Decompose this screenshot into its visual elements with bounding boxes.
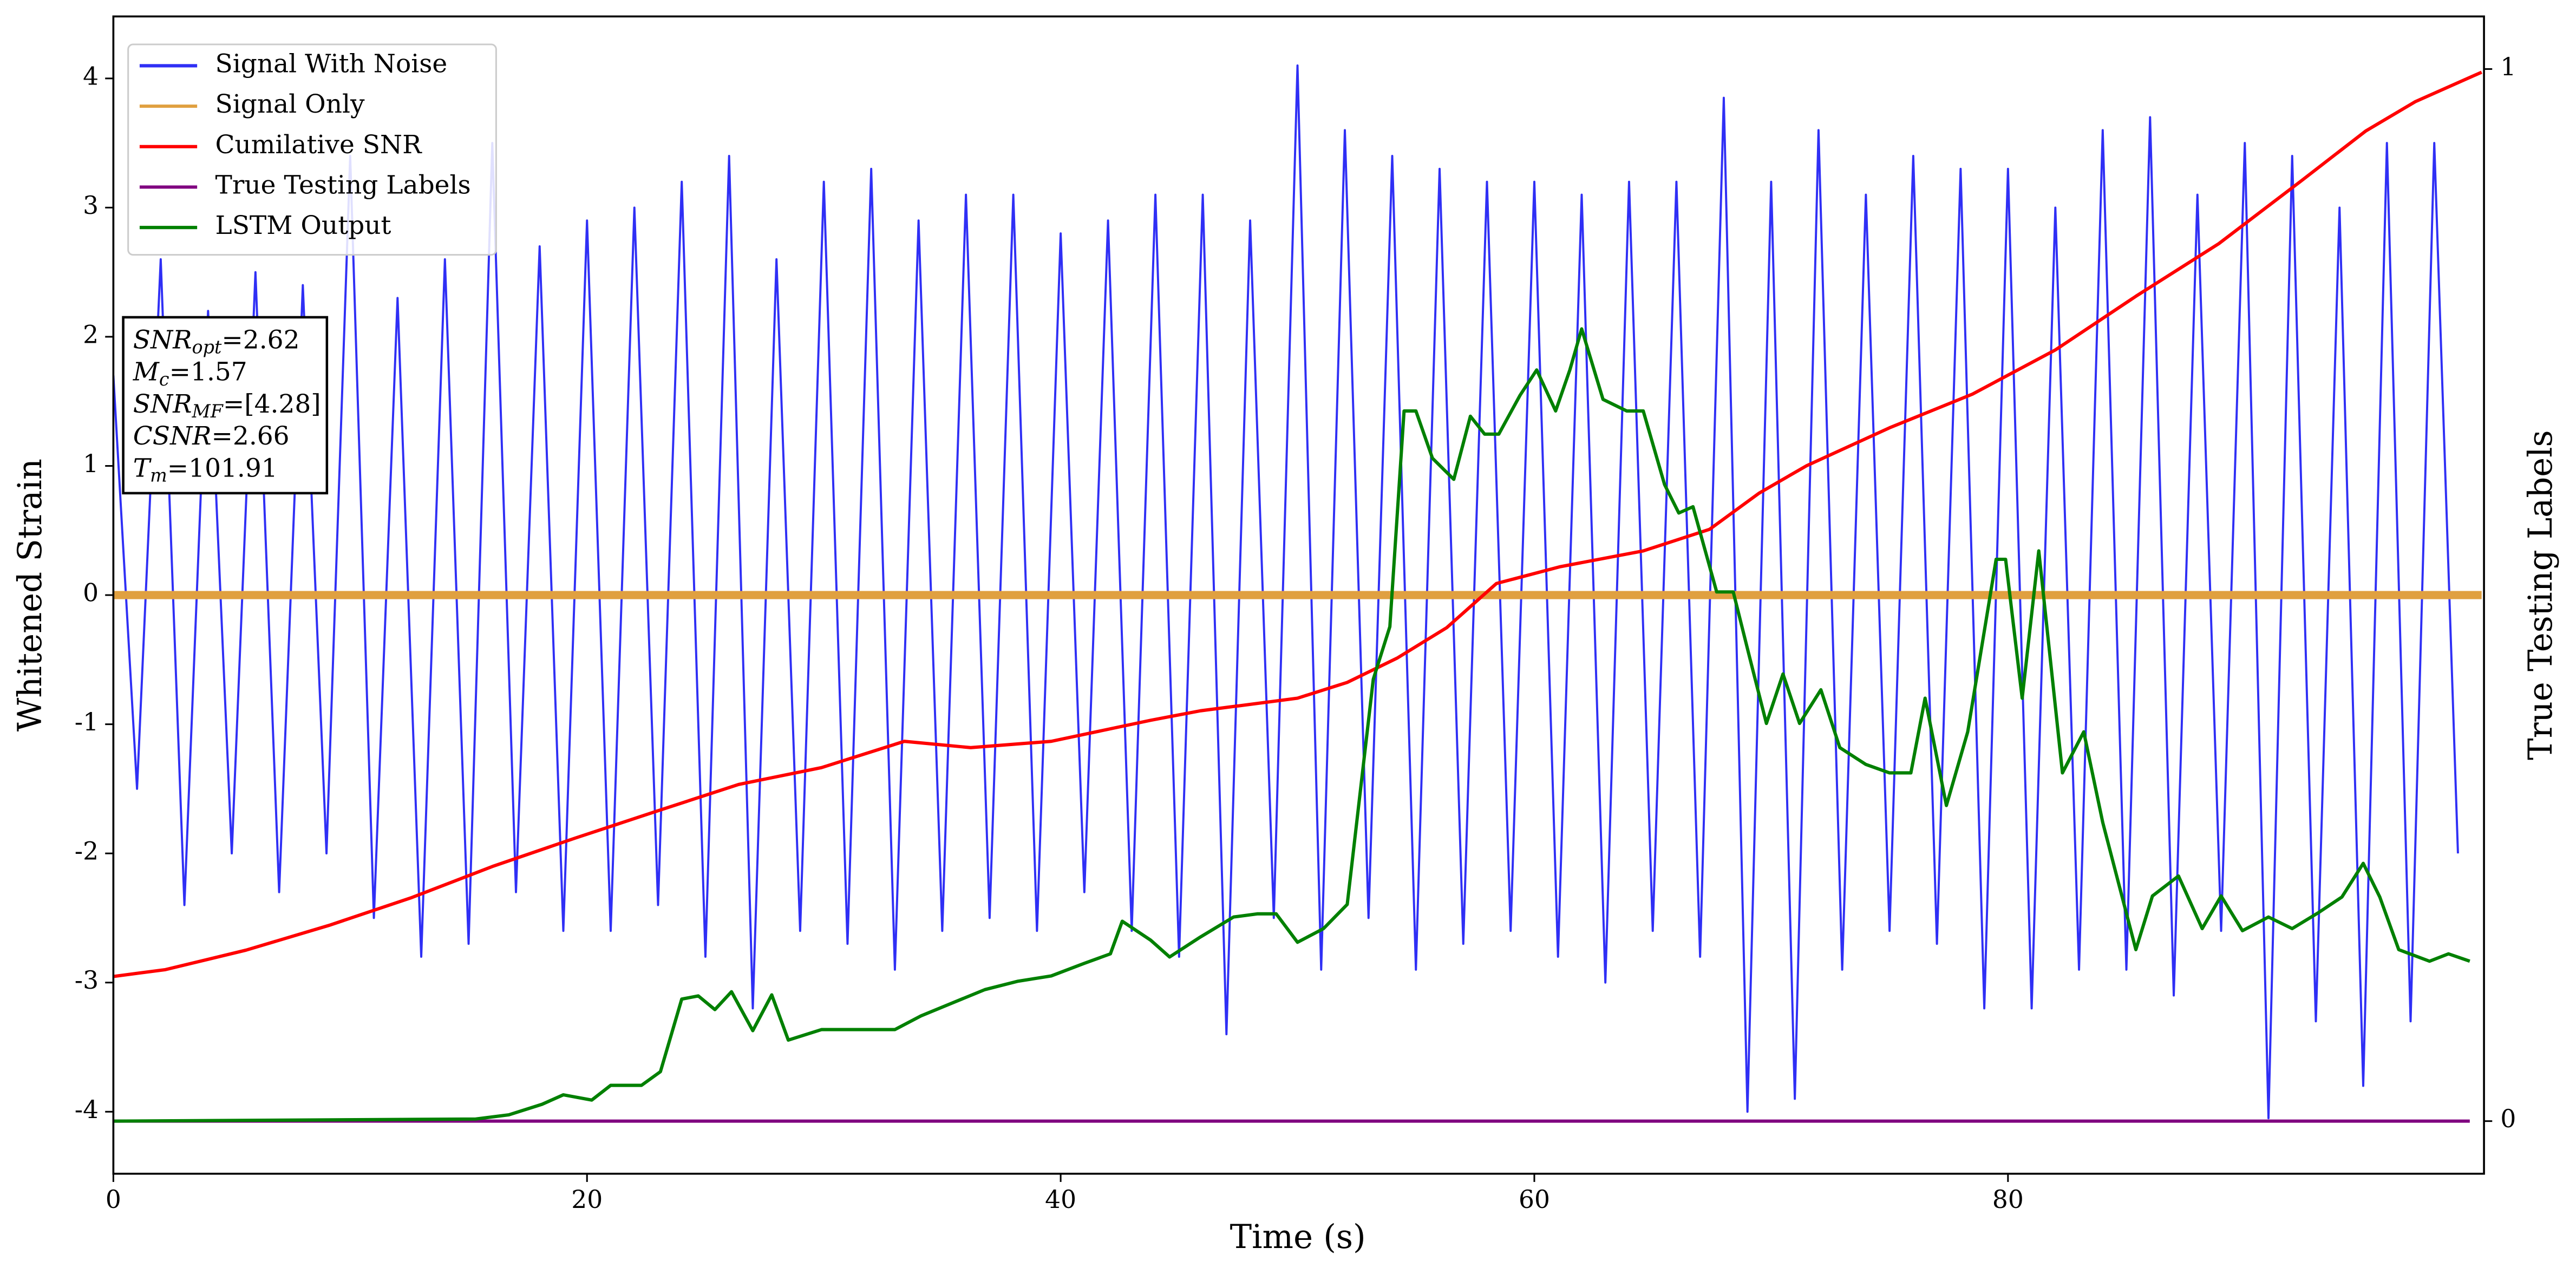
legend-label: Cumilative SNR <box>215 130 423 160</box>
annotation-value: =[4.28] <box>223 389 321 419</box>
annotation-symbol: T <box>133 453 152 483</box>
y-tick-label: -4 <box>75 1095 99 1124</box>
y2-tick-label: 0 <box>2500 1105 2516 1133</box>
annotation-value: =1.57 <box>169 357 247 387</box>
annotation-line: Mc=1.57 <box>133 357 247 390</box>
annotation-value: =2.62 <box>221 325 299 355</box>
annotation-symbol: SNR <box>133 325 192 355</box>
annotation-line: SNRMF=[4.28] <box>133 389 321 422</box>
x-tick-label: 0 <box>106 1185 121 1214</box>
x-axis-label: Time (s) <box>1230 1218 1366 1256</box>
series-line <box>113 70 2482 978</box>
plot-frame <box>112 15 2485 1175</box>
annotation-box <box>122 316 329 495</box>
annotation-subscript: MF <box>192 401 224 422</box>
annotation-subscript: m <box>150 465 167 486</box>
annotation-value: =101.91 <box>167 453 278 483</box>
legend-box <box>127 43 497 256</box>
legend-label: Signal With Noise <box>215 49 448 79</box>
y-tick-label: -1 <box>75 708 99 736</box>
y-tick-label: 0 <box>83 579 99 607</box>
annotation-line: Tm=101.91 <box>133 453 278 486</box>
x-tick-label: 60 <box>1519 1185 1550 1214</box>
annotation-value: =2.66 <box>212 421 290 451</box>
y-tick-label: 4 <box>83 62 99 90</box>
y-tick-label: 3 <box>83 191 99 220</box>
y-tick-label: 1 <box>83 449 99 478</box>
legend-label: True Testing Labels <box>215 171 471 200</box>
y-tick-label: -3 <box>75 966 99 995</box>
y-tick-label: -2 <box>75 837 99 866</box>
x-tick-label: 40 <box>1045 1185 1076 1214</box>
annotation-line: SNRopt=2.62 <box>133 325 300 358</box>
y2-tick-label: 1 <box>2500 53 2516 81</box>
annotation-subscript: c <box>159 369 169 390</box>
y-axis-label: Whitened Strain <box>11 459 49 731</box>
annotation-symbol: SNR <box>133 389 192 419</box>
series-line <box>113 327 2470 1123</box>
y-tick-label: 2 <box>83 320 99 349</box>
x-tick-label: 20 <box>571 1185 603 1214</box>
annotation-subscript: opt <box>192 337 222 358</box>
series-line <box>113 64 2459 1120</box>
annotation-line: CSNR=2.66 <box>133 421 290 451</box>
annotation-symbol: CSNR <box>133 421 212 451</box>
legend-label: Signal Only <box>215 89 365 119</box>
annotation-symbol: M <box>133 357 160 387</box>
legend-label: LSTM Output <box>215 211 391 240</box>
x-tick-label: 80 <box>1992 1185 2024 1214</box>
y2-axis-label: True Testing Labels <box>2522 430 2560 760</box>
